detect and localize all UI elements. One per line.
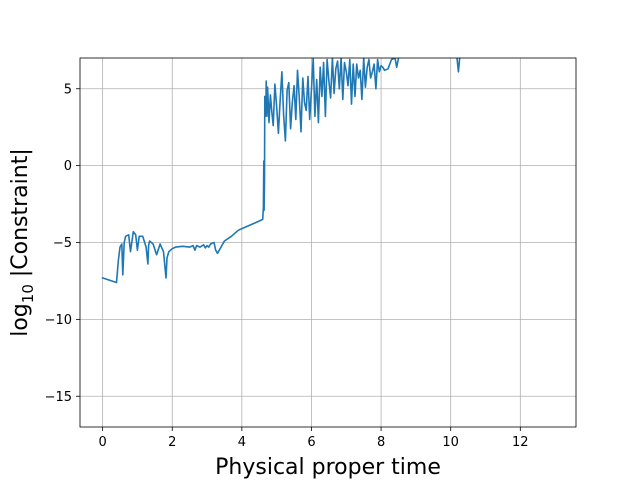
y-tick-label: −10 [45,313,72,328]
y-tick-label: −5 [53,236,72,251]
series-line [101,58,400,284]
y-tick-label: 5 [64,82,72,97]
y-tick-label: −15 [45,390,72,405]
grid [80,58,576,427]
plot-area [101,58,461,284]
x-tick-label: 6 [307,435,315,450]
y-axis-label-subscript: 10 [19,284,37,303]
x-tick-label: 2 [168,435,176,450]
y-axis-label: log10 |Constraint| [8,148,37,337]
y-tick-label: 0 [64,159,72,174]
x-axis-label: Physical proper time [215,455,441,480]
x-tick-label: 8 [377,435,385,450]
series-line [456,58,461,73]
x-tick-label: 0 [98,435,106,450]
x-tick-label: 4 [238,435,246,450]
y-axis-label-rest: |Constraint| [8,148,33,284]
x-tick-label: 10 [442,435,459,450]
y-axis-label-base: log [8,303,33,337]
ticks: 0 2 4 6 8 10 12 −15 −10 −5 0 5 [45,82,529,450]
x-tick-label: 12 [512,435,529,450]
